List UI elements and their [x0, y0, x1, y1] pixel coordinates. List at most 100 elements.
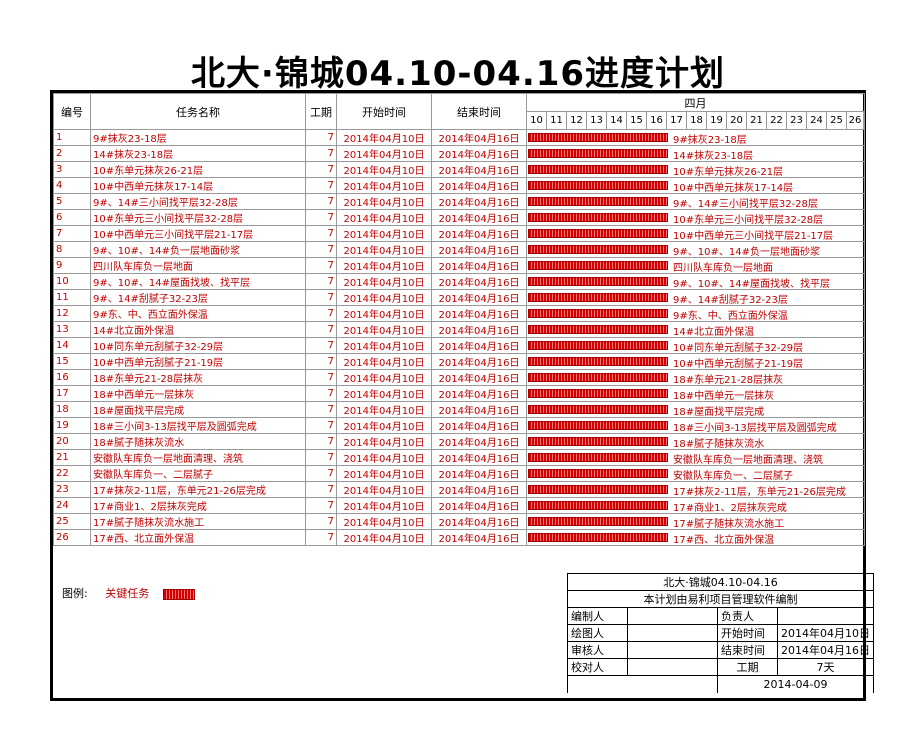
schedule-frame — [50, 90, 866, 701]
task-no: 16 — [53, 369, 91, 386]
header-duration: 工期 — [305, 93, 337, 130]
task-duration: 7 — [305, 369, 337, 386]
task-name: 10#东单元三小间找平层32-28层 — [90, 209, 306, 226]
task-no: 7 — [53, 225, 91, 242]
gantt-cell: 9#、14#刮腻子32-23层 — [526, 289, 865, 306]
task-end: 2014年04月16日 — [431, 305, 527, 322]
task-no: 20 — [53, 433, 91, 450]
task-no: 3 — [53, 161, 91, 178]
task-end: 2014年04月16日 — [431, 289, 527, 306]
info-owner-value — [777, 607, 874, 625]
info-owner-label: 负责人 — [717, 607, 778, 625]
gantt-cell: 安徽队车库负一、二层腻子 — [526, 465, 865, 482]
info-drawer-label: 绘图人 — [567, 624, 628, 642]
task-end: 2014年04月16日 — [431, 177, 527, 194]
task-name: 18#东单元21-28层抹灰 — [90, 369, 306, 386]
task-end: 2014年04月16日 — [431, 273, 527, 290]
task-bar — [528, 485, 668, 494]
task-end: 2014年04月16日 — [431, 513, 527, 530]
task-bar-label: 10#中西单元刮腻子21-19层 — [673, 359, 804, 370]
gantt-cell: 17#腻子随抹灰流水施工 — [526, 513, 865, 530]
task-name: 18#腻子随抹灰流水 — [90, 433, 306, 450]
header-no: 编号 — [53, 93, 91, 130]
gantt-cell: 18#东单元21-28层抹灰 — [526, 369, 865, 386]
task-end: 2014年04月16日 — [431, 465, 527, 482]
task-name: 9#、10#、14#负一层地面砂浆 — [90, 241, 306, 258]
task-duration: 7 — [305, 465, 337, 482]
task-bar-label: 17#抹灰2-11层，东单元21-26层完成 — [673, 487, 846, 498]
task-duration: 7 — [305, 353, 337, 370]
table-row: 10 9#、10#、14#屋面找坡、找平层 7 2014年04月10日 2014年04月… — [53, 273, 865, 290]
gantt-cell: 18#屋面找平层完成 — [526, 401, 865, 418]
task-bar-label: 17#商业1、2层抹灰完成 — [673, 503, 787, 514]
task-end: 2014年04月16日 — [431, 401, 527, 418]
task-name: 17#西、北立面外保温 — [90, 529, 306, 546]
task-bar — [528, 197, 668, 206]
task-no: 13 — [53, 321, 91, 338]
task-bar — [528, 165, 668, 174]
task-bar-label: 18#东单元21-28层抹灰 — [673, 375, 784, 386]
table-row: 16 18#东单元21-28层抹灰 7 2014年04月10日 2014年04月16日 1… — [53, 369, 865, 386]
info-compiler-value — [627, 607, 718, 625]
task-end: 2014年04月16日 — [431, 209, 527, 226]
task-end: 2014年04月16日 — [431, 529, 527, 546]
task-bar — [528, 405, 668, 414]
task-no: 17 — [53, 385, 91, 402]
task-end: 2014年04月16日 — [431, 337, 527, 354]
table-row: 11 9#、14#刮腻子32-23层 7 2014年04月10日 2014年04月16日… — [53, 289, 865, 306]
gantt-cell: 18#三小间3-13层找平层及圆弧完成 — [526, 417, 865, 434]
task-no: 14 — [53, 337, 91, 354]
task-start: 2014年04月10日 — [336, 145, 432, 162]
task-bar — [528, 501, 668, 510]
task-bar — [528, 453, 668, 462]
gantt-cell: 四川队车库负一层地面 — [526, 257, 865, 274]
task-start: 2014年04月10日 — [336, 497, 432, 514]
task-no: 11 — [53, 289, 91, 306]
table-row: 4 10#中西单元抹灰17-14层 7 2014年04月10日 2014年04月16日 1… — [53, 177, 865, 194]
legend-label: 图例: — [62, 587, 88, 600]
task-start: 2014年04月10日 — [336, 225, 432, 242]
task-name: 10#东单元抹灰26-21层 — [90, 161, 306, 178]
task-duration: 7 — [305, 193, 337, 210]
task-bar — [528, 421, 668, 430]
task-bar-label: 18#中西单元一层抹灰 — [673, 391, 775, 402]
task-no: 12 — [53, 305, 91, 322]
task-duration: 7 — [305, 513, 337, 530]
task-duration: 7 — [305, 529, 337, 546]
gantt-cell: 17#商业1、2层抹灰完成 — [526, 497, 865, 514]
info-end-label: 结束时间 — [717, 641, 778, 659]
schedule-table: 编号 任务名称 工期 开始时间 结束时间 四月 10 11 12 13 14 15 16 17… — [53, 93, 865, 546]
task-bar-label: 安徽队车库负一、二层腻子 — [673, 471, 793, 482]
day-cell: 16 — [647, 112, 667, 129]
gantt-cell: 14#北立面外保温 — [526, 321, 865, 338]
task-start: 2014年04月10日 — [336, 337, 432, 354]
task-end: 2014年04月16日 — [431, 161, 527, 178]
task-bar — [528, 517, 668, 526]
task-bar-label: 17#腻子随抹灰流水施工 — [673, 519, 785, 530]
task-no: 21 — [53, 449, 91, 466]
task-end: 2014年04月16日 — [431, 193, 527, 210]
task-bar-label: 14#抹灰23-18层 — [673, 151, 754, 162]
task-start: 2014年04月10日 — [336, 385, 432, 402]
task-start: 2014年04月10日 — [336, 369, 432, 386]
task-bar-label: 9#、14#刮腻子32-23层 — [673, 295, 788, 306]
task-name: 17#腻子随抹灰流水施工 — [90, 513, 306, 530]
day-scale: 10 11 12 13 14 15 16 17 18 19 20 21 22 23 24 25 26 — [528, 112, 864, 129]
day-cell: 11 — [547, 112, 567, 129]
table-row: 13 14#北立面外保温 7 2014年04月10日 2014年04月16日 14#北立面… — [53, 321, 865, 338]
task-no: 4 — [53, 177, 91, 194]
table-row: 23 17#抹灰2-11层，东单元21-26层完成 7 2014年04月10日 2014… — [53, 481, 865, 498]
task-bar-label: 18#屋面找平层完成 — [673, 407, 765, 418]
day-cell: 19 — [707, 112, 727, 129]
day-cell: 22 — [767, 112, 787, 129]
table-row: 5 9#、14#三小间找平层32-28层 7 2014年04月10日 2014年04月1… — [53, 193, 865, 210]
task-start: 2014年04月10日 — [336, 257, 432, 274]
header-name: 任务名称 — [90, 93, 306, 130]
gantt-cell: 10#中西单元刮腻子21-19层 — [526, 353, 865, 370]
task-bar — [528, 261, 668, 270]
header-row: 编号 任务名称 工期 开始时间 结束时间 四月 — [53, 93, 865, 130]
task-start: 2014年04月10日 — [336, 465, 432, 482]
task-duration: 7 — [305, 289, 337, 306]
task-name: 9#抹灰23-18层 — [90, 129, 306, 146]
task-bar-label: 9#、10#、14#负一层地面砂浆 — [673, 247, 820, 258]
